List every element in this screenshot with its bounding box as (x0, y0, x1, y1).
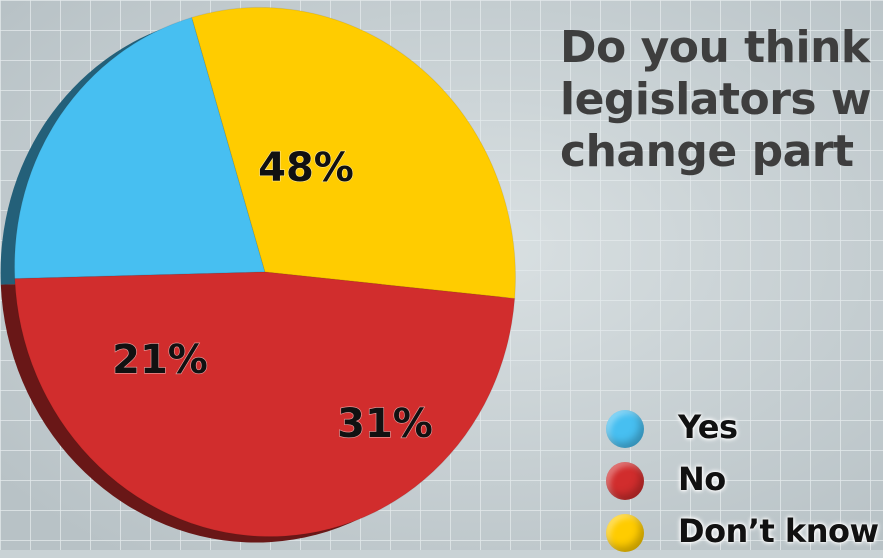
legend-label-dont-know: Don’t know (678, 512, 879, 550)
title-line-2: legislators w (560, 74, 872, 125)
chart-title: Do you think legislators w change part (560, 22, 883, 178)
title-line-3: change part (560, 126, 854, 177)
legend-label-yes: Yes (678, 408, 738, 446)
pie-slice-yes (14, 16, 266, 280)
pie-chart: 21% 31% 48% (0, 7, 516, 543)
legend-label-no: No (678, 460, 726, 498)
legend-swatch-dont-know (606, 514, 644, 552)
data-label-don-t-know: 31% (337, 401, 433, 447)
data-label-yes: 21% (112, 337, 208, 383)
legend-swatch-no (606, 462, 644, 500)
pie-slice-don-t-know (191, 7, 516, 300)
legend-swatch-yes (606, 410, 644, 448)
data-label-no: 48% (258, 145, 354, 191)
pie-slice-no (14, 271, 516, 538)
title-line-1: Do you think (560, 22, 870, 73)
